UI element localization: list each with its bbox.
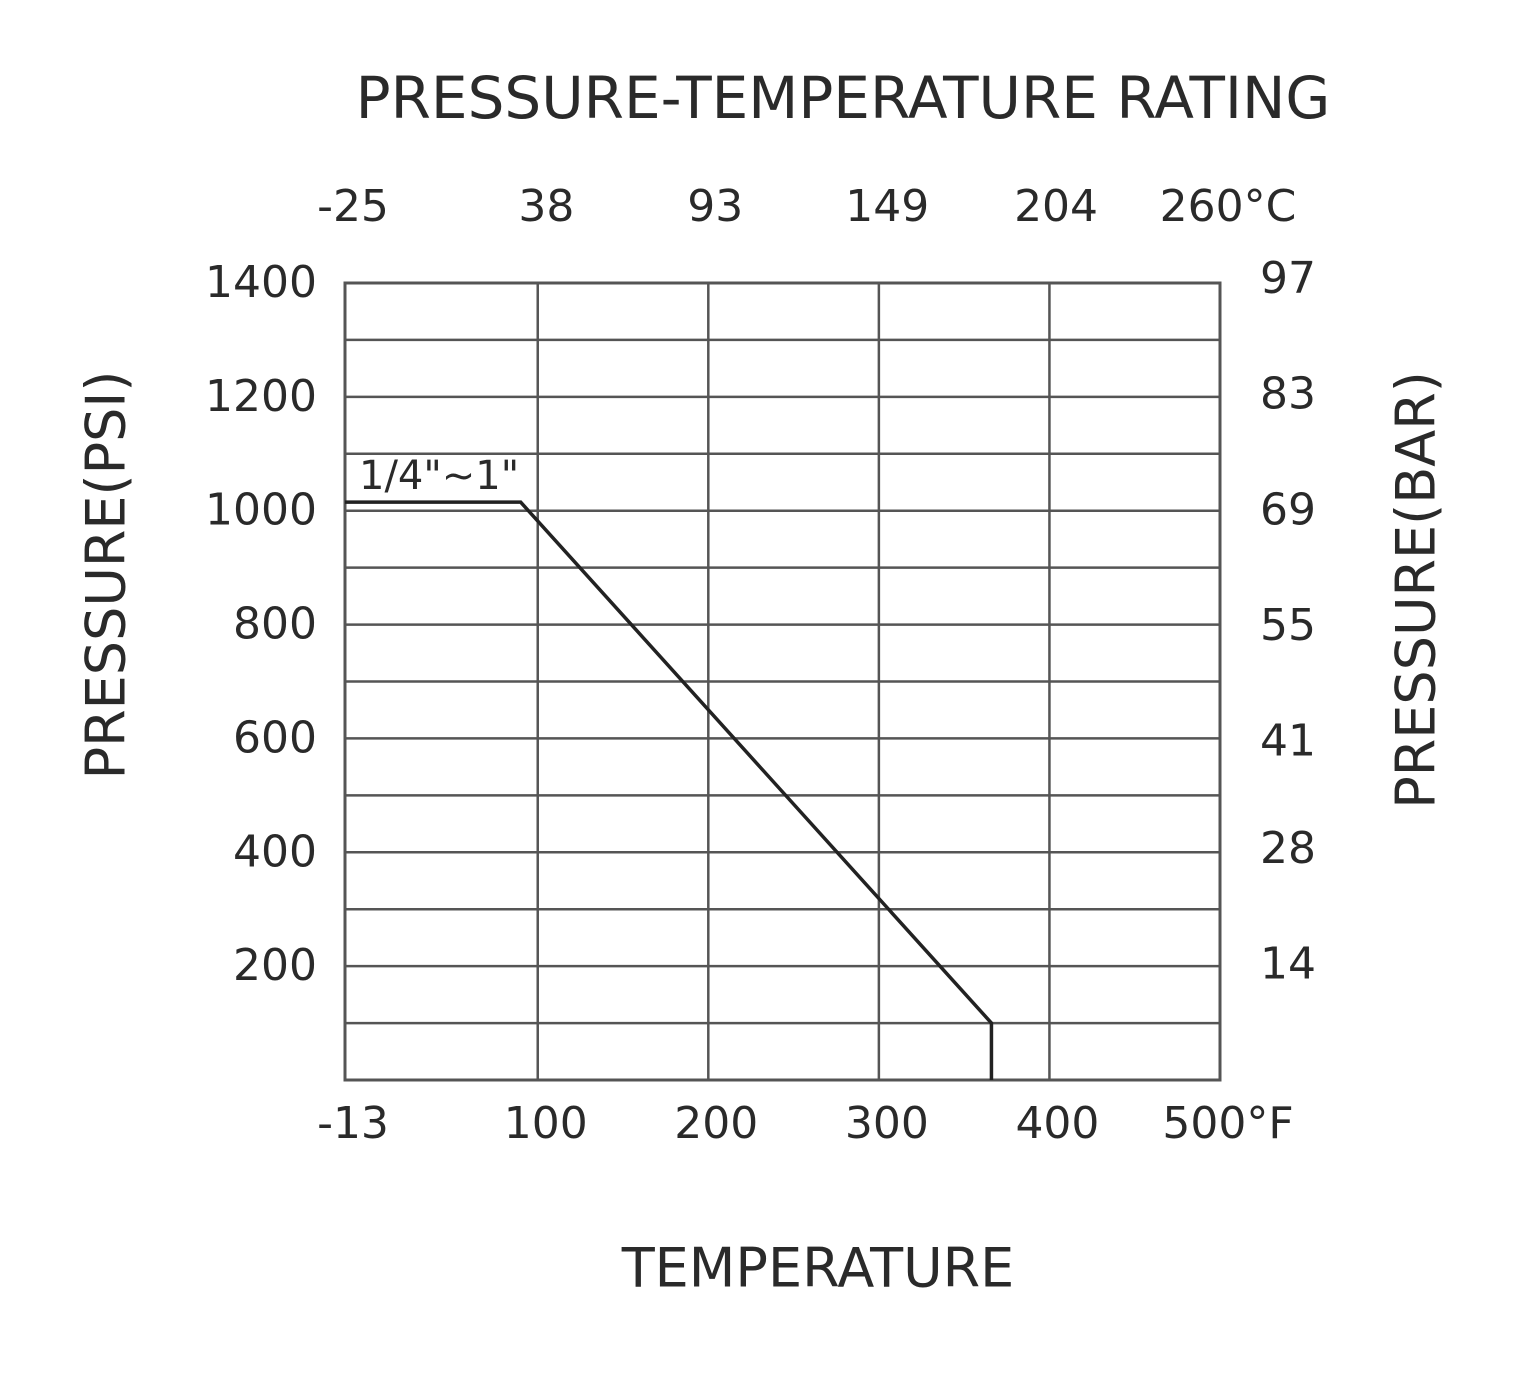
x-axis-title: TEMPERATURE	[621, 1237, 1015, 1300]
x2-tick-label: 260°C	[1160, 181, 1297, 232]
y-tick-label: 600	[233, 712, 317, 763]
y2-tick-label: 97	[1260, 253, 1316, 304]
x-tick-label: 100	[504, 1098, 588, 1149]
x-tick-label: 300	[845, 1098, 929, 1149]
y2-tick-label: 41	[1260, 715, 1316, 766]
y-axis-title: PRESSURE(PSI)	[75, 371, 138, 780]
y-tick-label: 1400	[205, 257, 317, 308]
x2-tick-label: 204	[1014, 181, 1098, 232]
y-tick-label: 200	[233, 940, 317, 991]
chart-title: PRESSURE-TEMPERATURE RATING	[356, 64, 1331, 132]
y2-tick-label: 69	[1260, 484, 1316, 535]
x-tick-label: 500°F	[1162, 1098, 1293, 1149]
data-line	[345, 500, 994, 1080]
y2-tick-label: 55	[1260, 600, 1316, 651]
plot-frame	[343, 281, 1222, 1082]
y-tick-label: 400	[233, 826, 317, 877]
y-tick-label: 800	[233, 599, 317, 650]
y2-tick-label: 83	[1260, 369, 1316, 420]
series-label: 1/4"~1"	[359, 453, 519, 499]
x-tick-label: 200	[674, 1098, 758, 1149]
y-tick-label: 1200	[205, 371, 317, 422]
y2-tick-label: 28	[1260, 823, 1316, 874]
y2-axis-title: PRESSURE(BAR)	[1385, 371, 1448, 809]
x2-tick-label: 38	[518, 181, 574, 232]
x2-tick-label: 149	[845, 181, 929, 232]
x2-tick-label: 93	[687, 181, 743, 232]
y-tick-label: 1000	[205, 485, 317, 536]
x-tick-label: -13	[317, 1098, 389, 1149]
x-tick-label: 400	[1015, 1098, 1099, 1149]
x2-tick-label: -25	[317, 181, 389, 232]
y2-tick-label: 14	[1260, 938, 1316, 989]
